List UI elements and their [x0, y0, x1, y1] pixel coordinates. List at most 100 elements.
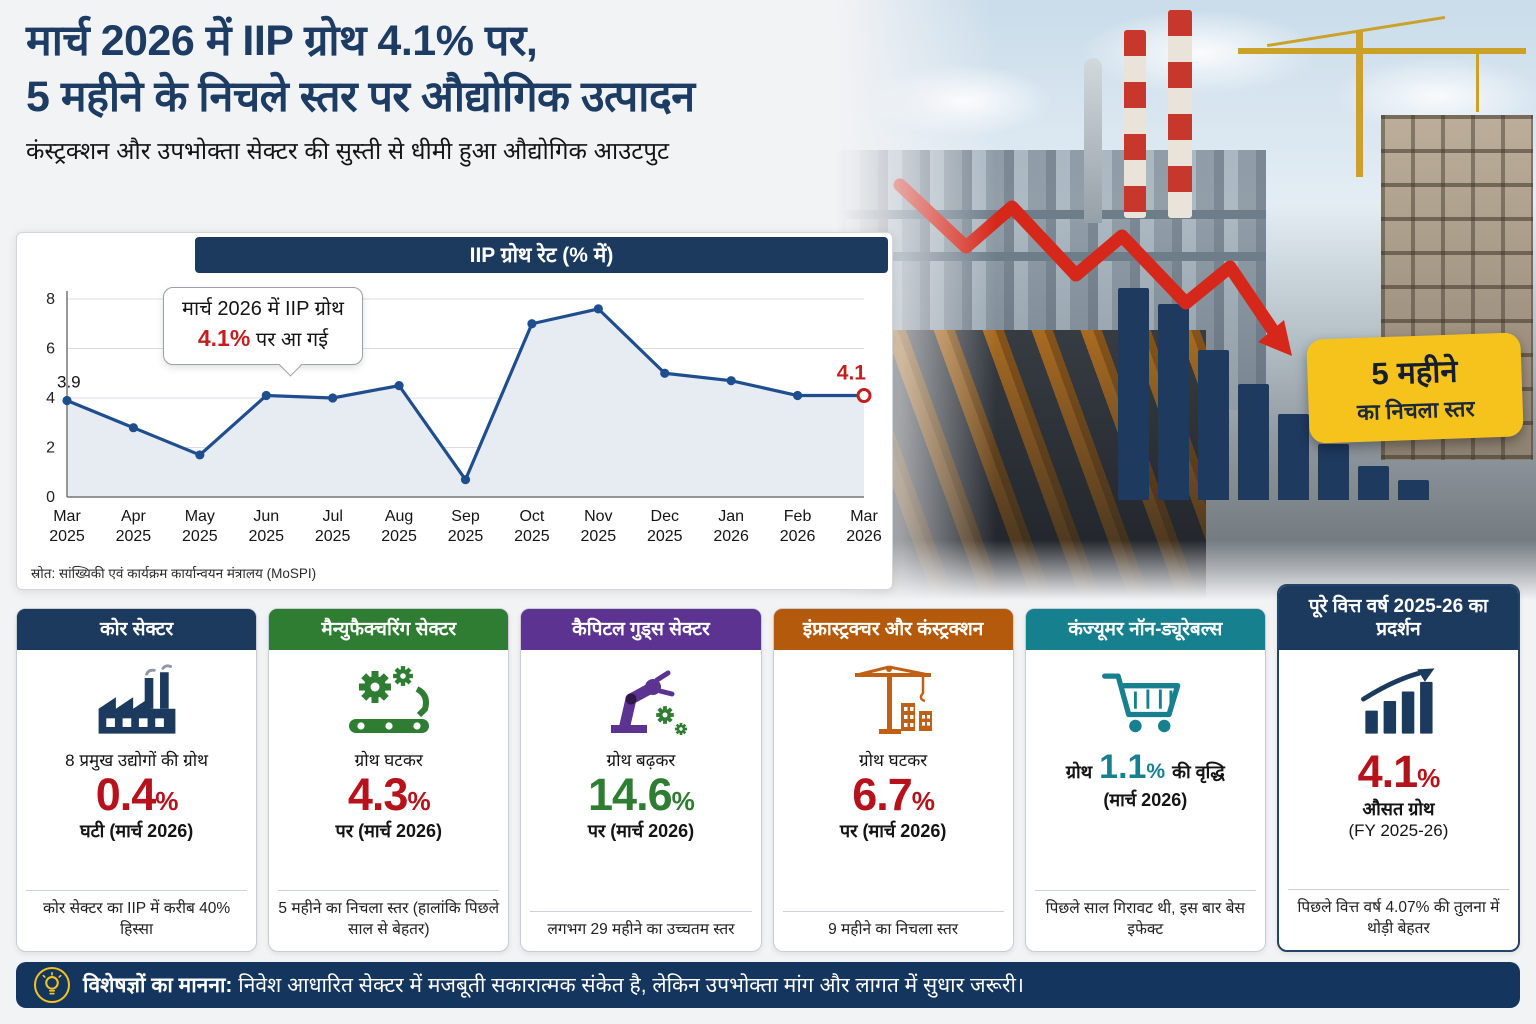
- svg-text:4: 4: [46, 390, 55, 407]
- decline-bars-chart: [1118, 288, 1429, 500]
- svg-text:6: 6: [46, 341, 55, 358]
- card-note: लगभग 29 महीने का उच्चतम स्तर: [530, 911, 752, 941]
- card-value: 1.1%: [1099, 748, 1166, 787]
- card-pre-text: 8 प्रमुख उद्योगों की ग्रोथ: [65, 751, 208, 771]
- crane-jib: [1238, 48, 1526, 54]
- card-fy-performance: पूरे वित्त वर्ष 2025-26 का प्रदर्शन 4.1%…: [1276, 584, 1521, 952]
- card-value: 4.3%: [347, 769, 431, 821]
- decline-bar: [1158, 304, 1189, 500]
- card-note: 9 महीने का निचला स्तर: [782, 911, 1004, 941]
- sector-cards-row: कोर सेक्टर 8: [16, 584, 1521, 952]
- decline-bar: [1278, 414, 1309, 500]
- card-post2-text: (FY 2025-26): [1348, 820, 1449, 840]
- robot-arm-icon: [591, 658, 691, 746]
- crane-mast: [1356, 32, 1363, 177]
- shopping-cart-icon: [1097, 658, 1193, 746]
- card-core-sector: कोर सेक्टर 8: [16, 608, 258, 952]
- svg-text:2026: 2026: [846, 528, 882, 545]
- badge-text-line2: का निचला स्तर: [1356, 395, 1475, 426]
- card-title: इंफ्रास्ट्रक्चर और कंस्ट्रक्शन: [773, 609, 1013, 651]
- decline-bar: [1398, 480, 1429, 500]
- svg-text:Dec: Dec: [651, 508, 679, 525]
- title-line1: मार्च 2026 में IIP ग्रोथ 4.1% पर,: [26, 17, 538, 65]
- striped-chimney: [1168, 10, 1192, 218]
- expert-note-text: विशेषज्ञों का मानना: निवेश आधारित सेक्टर…: [83, 974, 1024, 997]
- svg-text:Sep: Sep: [451, 508, 480, 525]
- svg-text:Nov: Nov: [584, 508, 612, 525]
- card-note: 5 महीने का निचला स्तर (हालांकि पिछले साल…: [278, 890, 500, 941]
- card-pre-text: ग्रोथ घटकर: [859, 751, 928, 771]
- svg-text:0: 0: [46, 489, 55, 506]
- factory-icon: [89, 658, 185, 746]
- chart-source: स्रोत: सांख्यिकी एवं कार्यक्रम कार्यान्व…: [31, 566, 317, 581]
- card-value: 0.4%: [95, 769, 179, 821]
- card-post-text: (मार्च 2026): [1103, 790, 1188, 811]
- svg-text:Jul: Jul: [322, 508, 342, 525]
- card-post-text: पर (मार्च 2026): [587, 821, 695, 842]
- card-title: कोर सेक्टर: [17, 609, 257, 651]
- svg-text:2: 2: [46, 440, 55, 457]
- badge-text-line1: 5 महीने: [1370, 353, 1459, 392]
- crane-icon: [843, 658, 943, 746]
- card-note: पिछले वित्त वर्ष 4.07% की तुलना में थोड़…: [1287, 889, 1510, 940]
- svg-text:2025: 2025: [182, 528, 218, 545]
- svg-text:Apr: Apr: [121, 508, 147, 525]
- svg-text:2025: 2025: [581, 528, 617, 545]
- pipe: [836, 210, 1266, 219]
- svg-text:2025: 2025: [514, 528, 550, 545]
- lightbulb-icon: [34, 967, 70, 1003]
- decline-bar: [1318, 444, 1349, 500]
- card-note: पिछले साल गिरावट थी, इस बार बेस इफेक्ट: [1034, 890, 1256, 941]
- svg-text:Jun: Jun: [253, 508, 279, 525]
- card-capital-goods: कैपिटल गुड्स सेक्टर: [520, 608, 762, 952]
- card-post-text: घटी (मार्च 2026): [79, 821, 194, 842]
- card-title: कैपिटल गुड्स सेक्टर: [521, 609, 761, 651]
- card-value: 14.6%: [588, 769, 695, 821]
- annotation-line2: 4.1% पर आ गई: [182, 323, 344, 354]
- svg-text:2025: 2025: [116, 528, 152, 545]
- card-pre-text: ग्रोथ: [1065, 762, 1093, 783]
- card-pre-text: ग्रोथ बढ़कर: [606, 751, 676, 771]
- card-post-inline: की वृद्धि: [1172, 762, 1225, 783]
- iip-line-chart: 0 2 4 6 8 3.9 4.1 Mar 2025 Apr 2025 May 2025 Jun 2025 J…: [46, 291, 882, 545]
- page-subtitle: कंस्ट्रक्शन और उपभोक्ता सेक्टर की सुस्ती…: [26, 137, 670, 165]
- svg-text:Mar: Mar: [850, 508, 878, 525]
- card-title: पूरे वित्त वर्ष 2025-26 का प्रदर्शन: [1278, 586, 1519, 651]
- card-value-row: ग्रोथ 1.1% की वृद्धि: [1066, 748, 1225, 787]
- svg-text:2025: 2025: [647, 528, 683, 545]
- card-note: कोर सेक्टर का IIP में करीब 40% हिस्सा: [26, 890, 248, 941]
- decline-bar: [1118, 288, 1149, 500]
- svg-text:2025: 2025: [315, 528, 351, 545]
- headline-block: मार्च 2026 में IIP ग्रोथ 4.1% पर, 5 महीन…: [26, 14, 906, 167]
- card-infrastructure: इंफ्रास्ट्रक्चर और कंस्ट्रक्शन: [772, 608, 1014, 952]
- striped-chimney: [1124, 30, 1146, 218]
- card-pre-text: ग्रोथ घटकर: [354, 751, 423, 771]
- decline-bar: [1238, 384, 1269, 500]
- decline-bar: [1198, 350, 1229, 500]
- svg-text:2025: 2025: [49, 528, 85, 545]
- svg-text:3.9: 3.9: [57, 372, 81, 391]
- distillation-tower: [1084, 58, 1102, 223]
- svg-text:Jan: Jan: [718, 508, 744, 525]
- svg-text:8: 8: [46, 291, 55, 308]
- chart-annotation: मार्च 2026 में IIP ग्रोथ 4.1% पर आ गई: [163, 287, 363, 366]
- crane-cable: [1476, 54, 1479, 112]
- low-level-badge: 5 महीने का निचला स्तर: [1306, 332, 1524, 444]
- expert-note-lead: विशेषज्ञों का मानना:: [83, 974, 233, 997]
- card-post-text: औसत ग्रोथ: [1362, 798, 1435, 819]
- svg-text:2026: 2026: [713, 528, 749, 545]
- svg-text:2025: 2025: [381, 528, 417, 545]
- card-manufacturing: मैन्युफैक्चरिंग सेक्टर: [268, 608, 510, 952]
- gears-conveyor-icon: [339, 658, 439, 746]
- title-line2: 5 महीने के निचले स्तर पर औद्योगिक उत्पाद…: [26, 72, 695, 121]
- card-title: मैन्युफैक्चरिंग सेक्टर: [269, 609, 509, 651]
- decline-bar: [1358, 466, 1389, 500]
- card-consumer-non-durables: कंज्यूमर नॉन-ड्यूरेबल्स ग्रोथ 1.1% की वृ: [1024, 608, 1266, 952]
- chart-title: IIP ग्रोथ रेट (% में): [195, 237, 888, 273]
- card-value: 6.7%: [852, 769, 935, 821]
- svg-text:Aug: Aug: [385, 508, 413, 525]
- svg-text:2025: 2025: [448, 528, 484, 545]
- card-post-text: पर (मार्च 2026): [335, 821, 442, 842]
- page-title: मार्च 2026 में IIP ग्रोथ 4.1% पर, 5 महीन…: [26, 14, 906, 126]
- annotation-line1: मार्च 2026 में IIP ग्रोथ: [182, 298, 344, 320]
